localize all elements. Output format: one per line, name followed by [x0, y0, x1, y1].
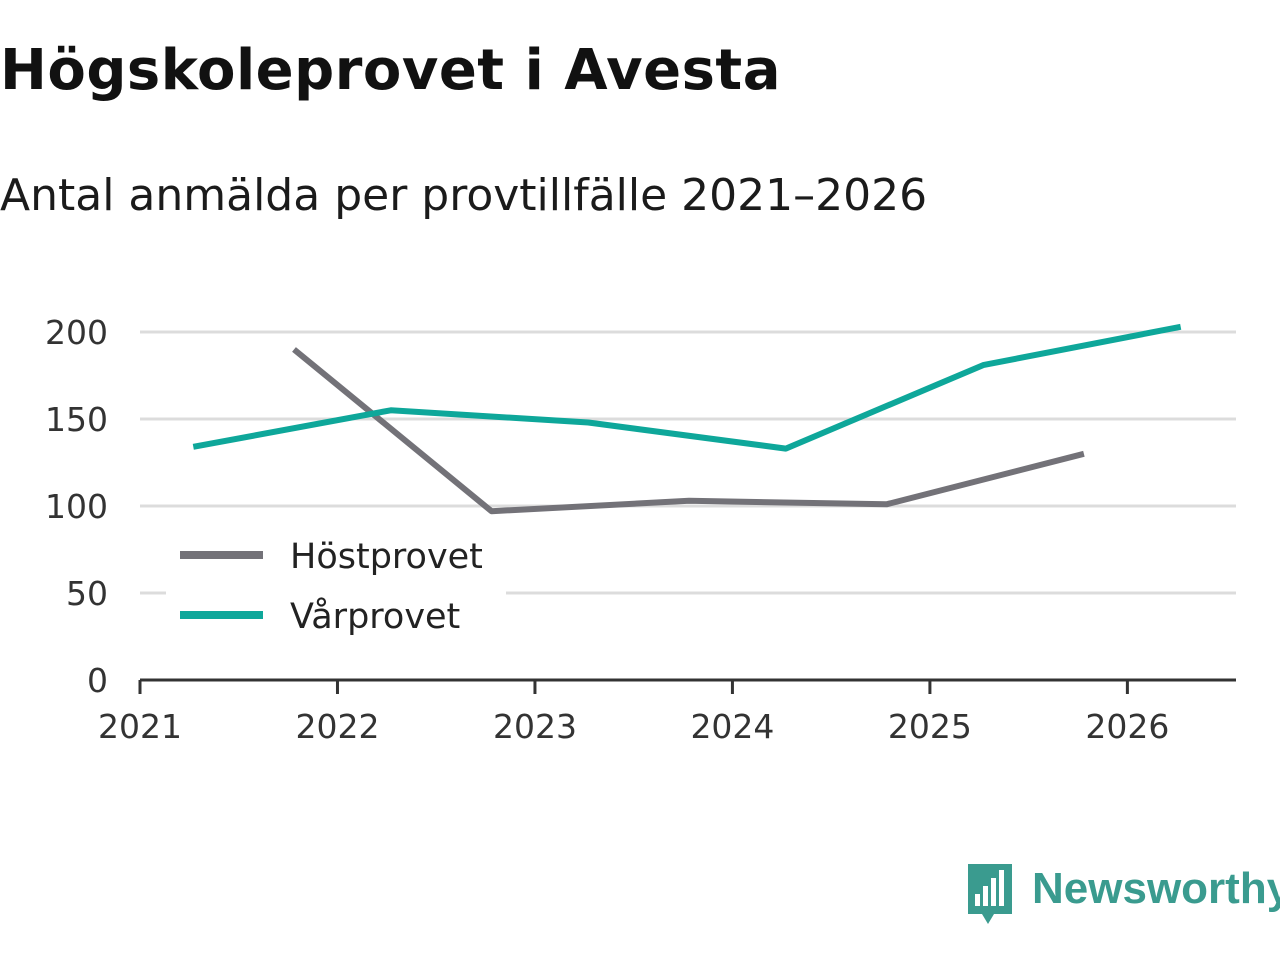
y-tick-label-100: 100 [45, 487, 108, 526]
y-tick-label-0: 0 [87, 661, 108, 700]
newsworthy-logo-text: Newsworthy [1032, 864, 1280, 913]
y-tick-label-150: 150 [45, 400, 108, 439]
legend: Höstprovet Vårprovet [166, 528, 506, 646]
legend-label-1: Vårprovet [290, 596, 460, 637]
x-tick-label-2022: 2022 [295, 707, 379, 746]
x-tick-label-2026: 2026 [1085, 707, 1169, 746]
legend-background [166, 528, 506, 646]
y-tick-label-50: 50 [66, 574, 108, 613]
x-tick-label-2024: 2024 [690, 707, 774, 746]
x-tick-label-2021: 2021 [98, 707, 182, 746]
x-tick-label-2025: 2025 [888, 707, 972, 746]
y-axis-ticks: 0 50 100 150 200 [45, 313, 108, 700]
x-tick-label-2023: 2023 [493, 707, 577, 746]
legend-label-0: Höstprovet [290, 537, 483, 577]
chart-subtitle: Antal anmälda per provtillfälle 2021–202… [0, 170, 928, 221]
series-line-1 [192, 323, 1182, 452]
series-line-0 [292, 347, 1085, 515]
series-lines [192, 323, 1182, 515]
newsworthy-logo-icon [968, 864, 1012, 924]
x-axis: 2021 2022 2023 2024 2025 2026 [98, 678, 1236, 746]
line-chart: 0 50 100 150 200 2021 2022 2023 2024 2025 2026 Hö… [45, 313, 1236, 746]
y-tick-label-200: 200 [45, 313, 108, 352]
chart-title: Högskoleprovet i Avesta [0, 38, 781, 103]
